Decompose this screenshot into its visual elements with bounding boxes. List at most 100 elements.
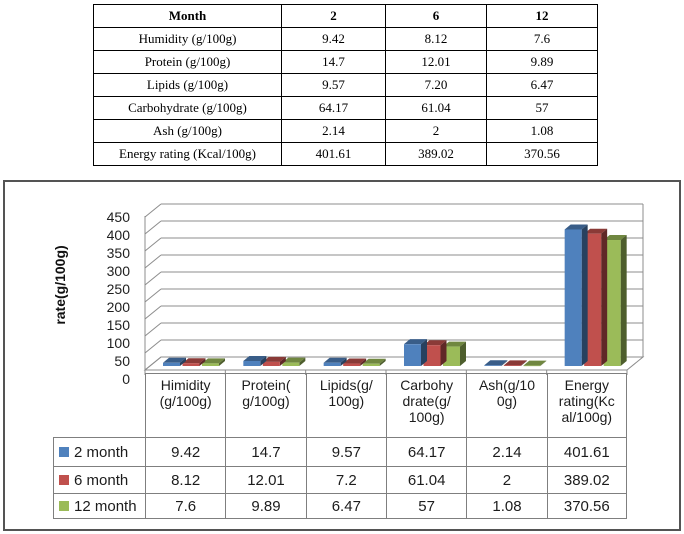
- gridline-diagonal: [144, 305, 162, 320]
- bar-side-2-month: [420, 339, 427, 366]
- table-row-lipids: Lipids (g/100g) 9.57 7.20 6.47: [93, 73, 598, 97]
- category-label-humidity: Himidity (g/100g): [145, 373, 226, 437]
- row-label: Protein (g/100g): [93, 50, 282, 74]
- data-cell: 64.17: [385, 437, 467, 466]
- bar-top-6-month: [423, 340, 447, 346]
- y-tick: 150: [106, 317, 130, 333]
- data-cell: 8.12: [145, 466, 226, 493]
- value-cell: 57: [486, 96, 598, 120]
- bar-6-month-cat4: [503, 365, 521, 366]
- bar-top-12-month: [282, 357, 306, 363]
- bar-6-month-cat1: [262, 361, 280, 366]
- bar-12-month-cat5: [603, 240, 621, 366]
- bar-top-12-month: [523, 360, 547, 366]
- row-label: Humidity (g/100g): [93, 27, 282, 51]
- gridline-diagonal: [144, 339, 162, 354]
- bar-top-2-month: [403, 339, 427, 345]
- row-label: Carbohydrate (g/100g): [93, 96, 282, 120]
- header-cell-6: 6: [385, 4, 487, 28]
- gridline-diagonal: [144, 220, 162, 235]
- value-cell: 9.42: [281, 27, 386, 51]
- bar-side-6-month: [279, 356, 286, 366]
- legend-item-6-month: 6 month: [53, 466, 145, 493]
- legend-swatch-12-month: [59, 501, 69, 511]
- bar-2-month-cat0: [163, 362, 180, 366]
- bar-2-month-cat1: [243, 361, 261, 366]
- value-cell: 2.14: [281, 119, 386, 143]
- bar-side-12-month: [219, 358, 225, 366]
- bar-12-month-cat0: [202, 363, 219, 366]
- data-cell: 14.7: [225, 437, 306, 466]
- bar-side-6-month: [199, 358, 206, 366]
- value-cell: 389.02: [385, 142, 487, 166]
- table-row-protein: Protein (g/100g) 14.7 12.01 9.89: [93, 50, 598, 74]
- bar-top-6-month: [343, 358, 367, 364]
- legend-swatch-2-month: [59, 447, 69, 457]
- gridline-diagonal: [144, 288, 162, 303]
- legend-item-2-month: 2 month: [53, 437, 145, 466]
- value-cell: 61.04: [385, 96, 487, 120]
- bar-top-12-month: [362, 358, 386, 364]
- value-cell: 7.6: [486, 27, 598, 51]
- bar-side-12-month: [379, 358, 386, 366]
- value-cell: 14.7: [281, 50, 386, 74]
- value-cell: 9.57: [281, 73, 386, 97]
- bar-6-month-cat0: [182, 363, 200, 366]
- bar-side-6-month: [520, 360, 527, 366]
- data-cell: 1.08: [466, 493, 547, 519]
- data-cell: 370.56: [546, 493, 627, 519]
- y-axis-title: rate(g/100g): [52, 245, 68, 325]
- data-cell: 7.6: [145, 493, 226, 519]
- header-cell-2: 2: [281, 4, 386, 28]
- category-label-protein: Protein( g/100g): [225, 373, 306, 437]
- bar-top-6-month: [584, 228, 608, 234]
- bar-top-2-month: [163, 357, 186, 363]
- gridline-diagonal: [144, 271, 162, 286]
- data-cell: 9.89: [225, 493, 306, 519]
- table-row-humidity: Humidity (g/100g) 9.42 8.12 7.6: [93, 27, 598, 51]
- value-cell: 2: [385, 119, 487, 143]
- legend-label: 2 month: [74, 443, 129, 461]
- y-tick: 200: [106, 299, 130, 315]
- gridline-diagonal: [144, 322, 162, 337]
- bar-2-month-cat4: [484, 365, 502, 366]
- bar-side-12-month: [620, 235, 627, 366]
- bar-top-6-month: [262, 356, 286, 362]
- data-cell: 2.14: [466, 437, 547, 466]
- header-cell-12: 12: [486, 4, 598, 28]
- bar-12-month-cat1: [282, 362, 300, 366]
- y-tick: 0: [122, 371, 130, 387]
- bar-side-6-month: [601, 228, 608, 366]
- bar-top-2-month: [564, 224, 588, 230]
- data-cell: 9.57: [305, 437, 386, 466]
- bar-side-2-month: [180, 357, 186, 366]
- bar-side-12-month: [299, 357, 306, 366]
- data-cell: 6.47: [305, 493, 386, 519]
- table-row-carbohydrate: Carbohydrate (g/100g) 64.17 61.04 57: [93, 96, 598, 120]
- data-cell: 61.04: [385, 466, 467, 493]
- chart-data-table: Himidity (g/100g) Protein( g/100g) Lipid…: [53, 373, 627, 519]
- y-tick: 300: [106, 263, 130, 279]
- y-tick: 450: [106, 209, 130, 225]
- data-cell: 2: [466, 466, 547, 493]
- gridline-diagonal: [144, 356, 162, 371]
- bar-top-2-month: [484, 360, 508, 366]
- value-cell: 1.08: [486, 119, 598, 143]
- bar-6-month-cat3: [423, 345, 441, 366]
- data-cell: 57: [385, 493, 467, 519]
- table-header-row: Month 2 6 12: [93, 4, 598, 28]
- value-cell: 401.61: [281, 142, 386, 166]
- row-label: Lipids (g/100g): [93, 73, 282, 97]
- value-cell: 8.12: [385, 27, 487, 51]
- gridline-diagonal: [144, 254, 162, 269]
- bar-side-6-month: [440, 340, 447, 366]
- data-cell: 389.02: [546, 466, 627, 493]
- bar-side-2-month: [581, 224, 588, 366]
- bar-12-month-cat3: [442, 346, 460, 366]
- bar-side-2-month: [340, 357, 347, 366]
- legend-item-12-month: 12 month: [53, 493, 145, 519]
- value-cell: 9.89: [486, 50, 598, 74]
- row-label: Energy rating (Kcal/100g): [93, 142, 282, 166]
- bar-top-2-month: [243, 356, 267, 362]
- bar-12-month-cat2: [362, 363, 380, 366]
